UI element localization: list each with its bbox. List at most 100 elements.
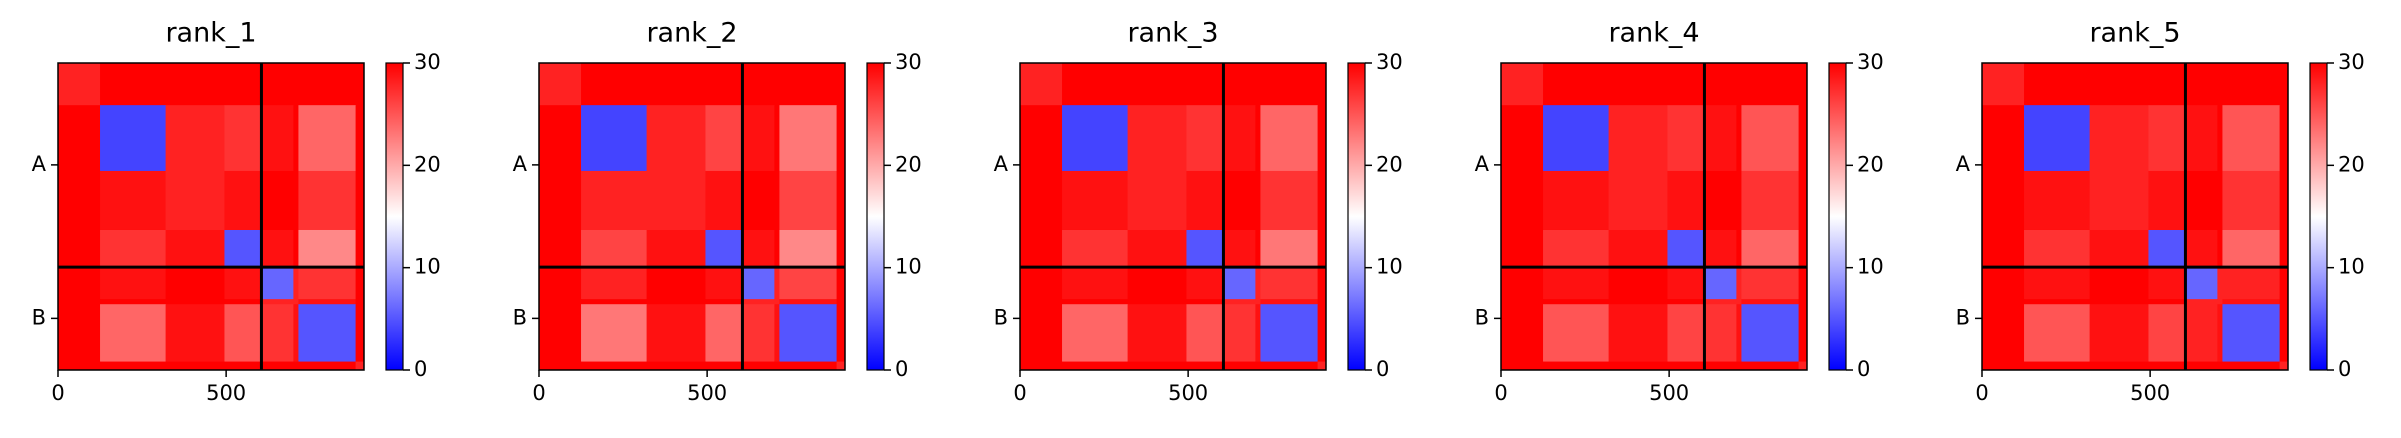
colorbar-tick-label: 20 <box>1857 152 1884 176</box>
heatmap-cell <box>298 229 357 268</box>
heatmap-cell <box>2217 267 2223 300</box>
y-tick-label: B <box>32 305 46 329</box>
heatmap-cell <box>1667 229 1705 268</box>
heatmap-cell <box>742 170 775 231</box>
heatmap-cell <box>1608 361 1668 371</box>
heatmap-cell <box>1223 299 1256 305</box>
heatmap-cell <box>836 267 846 300</box>
heatmap-cell <box>774 63 780 106</box>
heatmap-cell <box>1736 267 1742 300</box>
heatmap-cell <box>1736 229 1742 268</box>
x-tick-label: 500 <box>206 381 246 405</box>
heatmap-cell <box>836 304 846 363</box>
heatmap-cell <box>1543 63 1610 106</box>
heatmap-cell <box>2024 361 2091 371</box>
heatmap-cell <box>1255 361 1261 371</box>
heatmap-cell <box>165 105 225 172</box>
heatmap-cell <box>1223 63 1256 106</box>
y-tick-label: A <box>1475 152 1490 176</box>
colorbar-tick-label: 20 <box>414 152 441 176</box>
heatmap-cell <box>1704 170 1737 231</box>
heatmap-cell <box>742 229 775 268</box>
heatmap-cell <box>1982 105 2025 172</box>
heatmap-cell <box>261 361 294 371</box>
heatmap-cell <box>1317 170 1327 231</box>
heatmap-cell <box>1186 105 1224 172</box>
heatmap-cell <box>646 361 706 371</box>
x-tick-label: 0 <box>532 381 545 405</box>
colorbar-tick-label: 0 <box>1376 357 1389 381</box>
heatmap-cell <box>1798 361 1808 371</box>
heatmap-cell <box>539 304 582 363</box>
heatmap-cell <box>1501 229 1544 268</box>
heatmap-cell <box>1704 63 1737 106</box>
heatmap-cell <box>2217 304 2223 363</box>
heatmap-cell <box>539 229 582 268</box>
heatmap-cell <box>293 170 299 231</box>
colorbar <box>866 62 885 371</box>
heatmap-cell <box>298 170 357 231</box>
heatmap-cell <box>1501 267 1544 300</box>
heatmap-cell <box>1667 170 1705 231</box>
heatmap-cell <box>1741 361 1800 371</box>
heatmap-cell <box>2089 299 2149 305</box>
heatmap-cell <box>2148 361 2186 371</box>
heatmap-cell <box>539 267 582 300</box>
heatmap-cell <box>1501 299 1544 305</box>
heatmap-cell <box>836 299 846 305</box>
colorbar-tick-label: 10 <box>895 255 922 279</box>
heatmap-cell <box>100 170 167 231</box>
heatmap-cell <box>261 267 294 300</box>
heatmap-cell <box>100 63 167 106</box>
heatmap-cell <box>1255 304 1261 363</box>
plot-frame <box>1019 62 1327 371</box>
heatmap-cell <box>2217 105 2223 172</box>
heatmap-cell <box>1062 361 1129 371</box>
heatmap-cell <box>1667 63 1705 106</box>
colorbar <box>2309 62 2328 371</box>
heatmap-cell <box>705 229 743 268</box>
heatmap-cell <box>1020 299 1063 305</box>
heatmap-cell <box>2279 304 2289 363</box>
colorbar-tick-label: 20 <box>895 152 922 176</box>
heatmap-cell <box>774 229 780 268</box>
colorbar-tick-label: 10 <box>414 255 441 279</box>
heatmap-cell <box>1982 361 2025 371</box>
heatmap-cell <box>1020 304 1063 363</box>
heatmap-cell <box>1317 63 1327 106</box>
heatmap-cell <box>261 304 294 363</box>
heatmap-cell <box>779 170 838 231</box>
x-tick-label: 500 <box>687 381 727 405</box>
heatmap-cell <box>1543 105 1610 172</box>
heatmap-cell <box>298 361 357 371</box>
heatmap-cell <box>836 170 846 231</box>
heatmap-cell <box>1020 267 1063 300</box>
heatmap-cell <box>1501 361 1544 371</box>
heatmap-cell <box>1667 361 1705 371</box>
heatmap-cell <box>1543 304 1610 363</box>
heatmap-cell <box>293 63 299 106</box>
heatmap-cell <box>1186 229 1224 268</box>
heatmap-cell <box>1020 105 1063 172</box>
heatmap-cell <box>646 304 706 363</box>
heatmap-cell <box>1704 361 1737 371</box>
heatmap-cell <box>1260 304 1319 363</box>
colorbar-tick-label: 0 <box>414 357 427 381</box>
heatmap-cell <box>261 63 294 106</box>
heatmap-cell <box>293 299 299 305</box>
heatmap-cell <box>1798 267 1808 300</box>
heatmap-cell <box>1736 304 1742 363</box>
heatmap-cell <box>2089 361 2149 371</box>
heatmap-cell <box>1255 267 1261 300</box>
heatmap-cell <box>1798 304 1808 363</box>
heatmap-cell <box>355 304 365 363</box>
heatmap-cell <box>646 229 706 268</box>
heatmap-cell <box>2217 361 2223 371</box>
y-tick-label: B <box>1956 305 1970 329</box>
heatmap-cell <box>2185 361 2218 371</box>
heatmap-cell <box>100 267 167 300</box>
heatmap-cell <box>1223 170 1256 231</box>
heatmap-cell <box>1741 299 1800 305</box>
heatmap-cell <box>1127 304 1187 363</box>
plot-frame <box>1500 62 1808 371</box>
